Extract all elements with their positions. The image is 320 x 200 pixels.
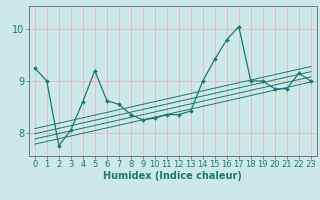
X-axis label: Humidex (Indice chaleur): Humidex (Indice chaleur) [103, 171, 242, 181]
